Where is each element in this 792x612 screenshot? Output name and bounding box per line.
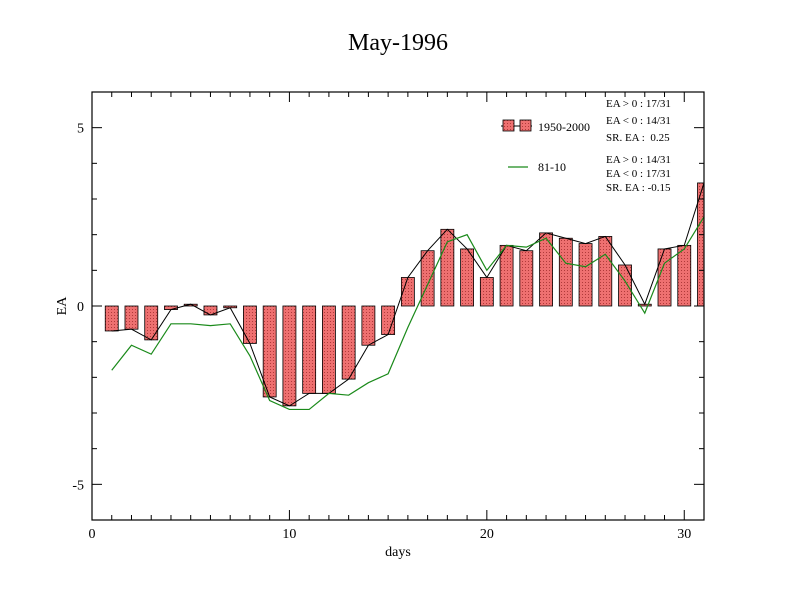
bar (440, 228, 455, 307)
series-line-1950-2000 (111, 182, 705, 407)
stat-line-positive: EA > 0 : 14/31 (606, 154, 671, 166)
bar (361, 305, 376, 346)
bar (124, 305, 139, 330)
legend: 1950-2000 81-10 EA > 0 : 17/31 EA < 0 : … (501, 98, 671, 194)
legend-bar-swatch-1 (502, 119, 515, 132)
x-tick-label: 30 (677, 527, 691, 542)
bar (420, 250, 435, 307)
y-axis: -5 0 5 (72, 122, 704, 493)
bar (558, 237, 573, 307)
bar (341, 305, 356, 380)
bar (519, 250, 534, 307)
bar (460, 248, 474, 307)
bar (322, 305, 336, 394)
y-tick-label: 5 (77, 122, 84, 137)
bar (657, 248, 672, 307)
x-axis: 0 10 20 30 (89, 92, 705, 542)
bar (144, 305, 159, 341)
x-tick-label: 0 (89, 527, 96, 542)
y-axis-label: EA (55, 296, 70, 316)
bar (618, 264, 632, 307)
bar (598, 236, 613, 307)
bar-series (104, 182, 705, 407)
stat-line-sr: SR. EA : -0.15 (606, 182, 671, 194)
bar (302, 305, 317, 394)
bar (282, 305, 297, 407)
bar (479, 277, 494, 307)
legend-line-label: 81-10 (538, 160, 566, 174)
bar (164, 305, 178, 310)
stat-line-negative: EA < 0 : 17/31 (606, 168, 671, 180)
x-tick-label: 20 (480, 527, 494, 542)
bar (499, 244, 514, 307)
y-tick-label: -5 (72, 478, 84, 493)
legend-bar-label: 1950-2000 (538, 120, 590, 134)
bar (243, 305, 257, 344)
series-line-81-10 (111, 216, 705, 411)
x-axis-label: days (385, 545, 411, 560)
bar (677, 244, 692, 307)
chart-title: May-1996 (348, 30, 448, 56)
bar (578, 243, 593, 307)
stat-bar-negative: EA < 0 : 14/31 (606, 115, 671, 127)
x-tick-label: 10 (282, 527, 296, 542)
bar (104, 305, 119, 332)
stat-bar-positive: EA > 0 : 17/31 (606, 98, 671, 110)
line-series-group (111, 182, 705, 411)
legend-bar-swatch-2 (519, 119, 532, 132)
stat-bar-sr: SR. EA : 0.25 (606, 132, 670, 144)
y-tick-label: 0 (77, 300, 84, 315)
